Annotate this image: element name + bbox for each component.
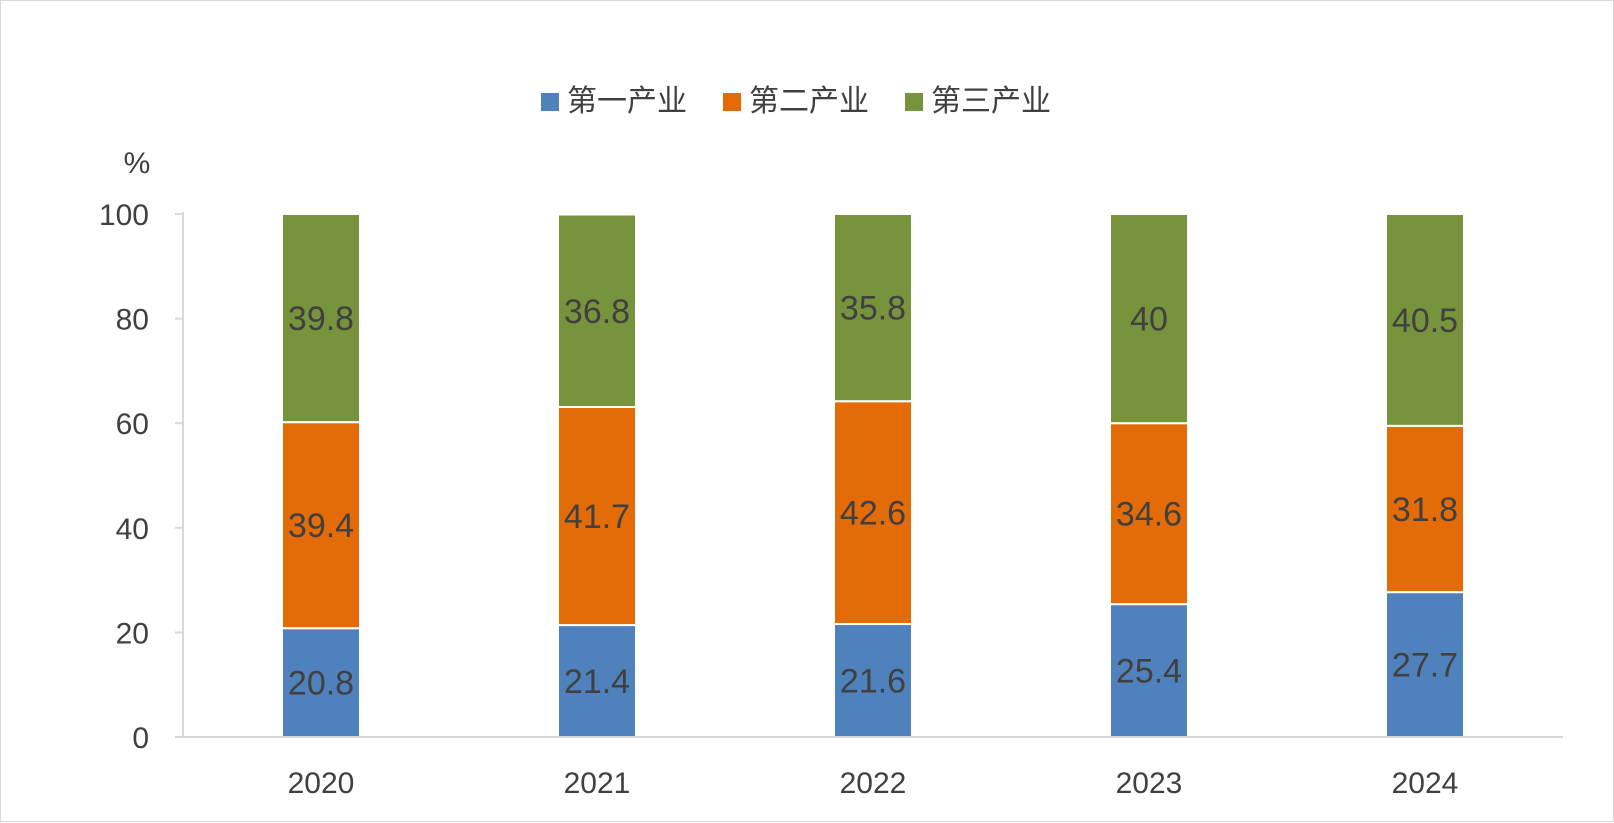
x-axis-ticks: 2020 2021 2022 2023 2024 [288,767,1459,800]
bar-2022-series-3 [833,213,913,403]
x-tick-label-2022: 2022 [840,767,907,800]
data-label-2024-series-1: 27.7 [1392,647,1458,685]
y-tick-label-60: 60 [116,408,149,441]
x-tick-label-2020: 2020 [288,767,355,800]
y-tick-label-100: 100 [99,199,149,232]
data-label-2024-series-3: 40.5 [1392,302,1458,340]
legend-swatch-2 [723,93,741,111]
bar-2024-series-3 [1385,213,1465,427]
data-label-2022-series-1: 21.6 [840,663,906,701]
legend-label-2: 第二产业 [749,84,869,119]
data-label-2020-series-2: 39.4 [288,507,354,545]
y-tick-label-80: 80 [116,304,149,337]
legend: 第一产业 第二产业 第三产业 [541,84,1051,119]
bar-2022-series-2 [833,400,913,626]
data-label-2023-series-1: 25.4 [1116,653,1182,691]
x-tick-label-2021: 2021 [564,767,631,800]
bar-2021-series-3 [557,213,637,408]
y-tick-label-40: 40 [116,513,149,546]
y-tick-label-0: 0 [132,722,149,755]
bar-2021-series-2 [557,405,637,627]
legend-swatch-3 [905,93,923,111]
y-axis-unit-label: % [124,147,151,180]
data-label-2020-series-3: 39.8 [288,300,354,338]
bar-2023-series-1 [1109,603,1189,739]
axes [182,212,1563,738]
bar-2020-series-2 [281,421,361,630]
legend-swatch-1 [541,93,559,111]
bar-2024-series-1 [1385,591,1465,739]
data-label-2021-series-2: 41.7 [564,498,630,536]
x-tick-label-2023: 2023 [1116,767,1183,800]
y-axis-ticks: 0 20 40 60 80 100 [99,199,183,755]
x-tick-label-2024: 2024 [1392,767,1459,800]
data-label-2021-series-1: 21.4 [564,663,630,701]
data-label-2020-series-1: 20.8 [288,665,354,703]
data-label-2024-series-2: 31.8 [1392,491,1458,529]
data-label-2022-series-3: 35.8 [840,290,906,328]
data-label-2023-series-2: 34.6 [1116,496,1182,534]
bar-2023-series-2 [1109,422,1189,606]
legend-label-1: 第一产业 [567,84,687,119]
bar-2024-series-2 [1385,424,1465,594]
bars: 20.8 39.4 39.8 21.4 41.7 36.8 21.6 42.6 35.8 25.4… [281,213,1465,739]
data-label-2021-series-3: 36.8 [564,293,630,331]
legend-label-3: 第三产业 [931,84,1051,119]
data-label-2023-series-3: 40 [1130,301,1168,339]
bar-2023-series-3 [1109,213,1189,425]
data-label-2022-series-2: 42.6 [840,495,906,533]
y-tick-label-20: 20 [116,617,149,650]
bar-2022-series-1 [833,623,913,738]
bar-2020-series-3 [281,213,361,424]
